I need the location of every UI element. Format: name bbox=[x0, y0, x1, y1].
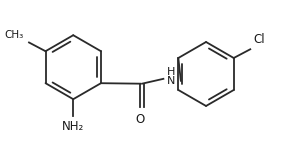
Text: CH₃: CH₃ bbox=[4, 30, 23, 40]
Text: Cl: Cl bbox=[253, 33, 265, 46]
Text: NH₂: NH₂ bbox=[62, 120, 84, 133]
Text: O: O bbox=[135, 113, 145, 126]
Text: H
N: H N bbox=[167, 67, 176, 86]
